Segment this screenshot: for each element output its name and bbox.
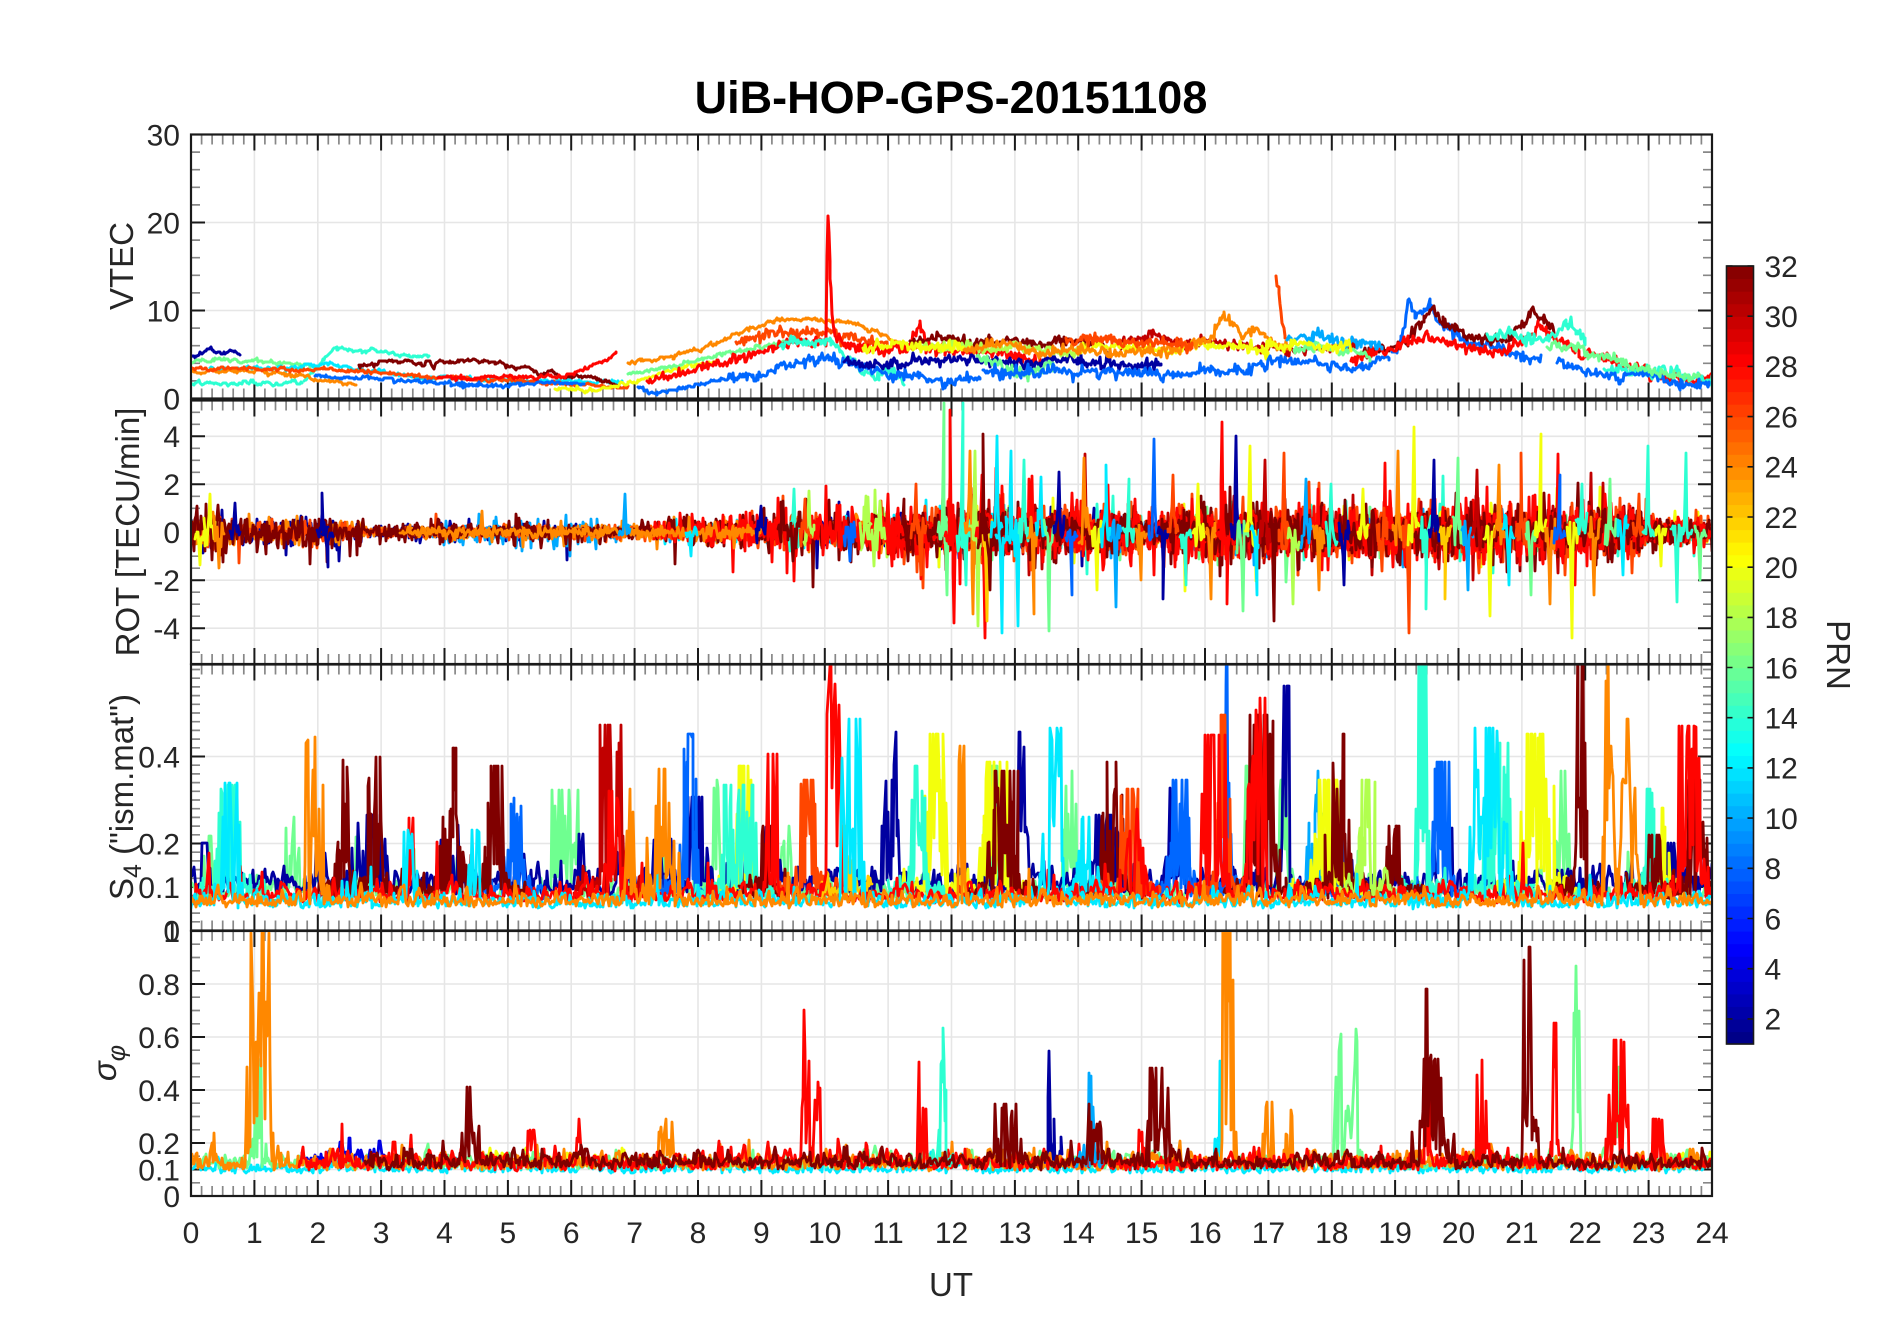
svg-text:16: 16 xyxy=(1765,652,1798,685)
svg-text:20: 20 xyxy=(1765,552,1798,585)
svg-text:0: 0 xyxy=(183,1217,200,1250)
svg-text:VTEC: VTEC xyxy=(103,222,140,310)
svg-text:0.2: 0.2 xyxy=(138,828,180,861)
svg-text:21: 21 xyxy=(1505,1217,1538,1250)
svg-text:2: 2 xyxy=(1765,1004,1782,1037)
svg-text:6: 6 xyxy=(1765,903,1782,936)
svg-text:10: 10 xyxy=(808,1217,841,1250)
svg-text:20: 20 xyxy=(1442,1217,1475,1250)
svg-text:23: 23 xyxy=(1632,1217,1665,1250)
svg-text:12: 12 xyxy=(935,1217,968,1250)
svg-text:14: 14 xyxy=(1765,703,1798,736)
svg-text:1: 1 xyxy=(163,916,180,949)
svg-text:ROT [TECU/min]: ROT [TECU/min] xyxy=(109,408,146,657)
svg-text:17: 17 xyxy=(1252,1217,1285,1250)
svg-text:20: 20 xyxy=(147,207,180,240)
svg-text:0: 0 xyxy=(163,915,180,948)
svg-text:0.4: 0.4 xyxy=(138,1075,180,1108)
svg-text:0: 0 xyxy=(163,383,180,416)
svg-text:13: 13 xyxy=(998,1217,1031,1250)
svg-text:18: 18 xyxy=(1765,602,1798,635)
svg-text:PRN: PRN xyxy=(1820,620,1857,690)
svg-text:7: 7 xyxy=(626,1217,643,1250)
svg-text:9: 9 xyxy=(753,1217,770,1250)
svg-text:5: 5 xyxy=(500,1217,517,1250)
svg-text:0.6: 0.6 xyxy=(138,1022,180,1055)
svg-text:19: 19 xyxy=(1378,1217,1411,1250)
svg-text:22: 22 xyxy=(1569,1217,1602,1250)
svg-text:0.2: 0.2 xyxy=(138,1128,180,1161)
svg-text:15: 15 xyxy=(1125,1217,1158,1250)
svg-text:UT: UT xyxy=(929,1266,973,1303)
svg-text:32: 32 xyxy=(1765,251,1798,284)
svg-text:8: 8 xyxy=(690,1217,707,1250)
svg-text:4: 4 xyxy=(436,1217,453,1250)
svg-text:11: 11 xyxy=(873,1217,904,1250)
svg-text:6: 6 xyxy=(563,1217,580,1250)
svg-text:0.8: 0.8 xyxy=(138,969,180,1002)
svg-text:0.4: 0.4 xyxy=(138,741,180,774)
svg-text:0: 0 xyxy=(163,517,180,550)
svg-text:2: 2 xyxy=(309,1217,326,1250)
svg-text:14: 14 xyxy=(1062,1217,1095,1250)
svg-text:S4 ("ism.mat"): S4 ("ism.mat") xyxy=(103,694,147,900)
svg-text:0.1: 0.1 xyxy=(138,872,180,905)
svg-text:1: 1 xyxy=(246,1217,263,1250)
svg-text:22: 22 xyxy=(1765,502,1798,535)
svg-text:30: 30 xyxy=(1765,301,1798,334)
svg-text:UiB-HOP-GPS-20151108: UiB-HOP-GPS-20151108 xyxy=(695,72,1208,123)
svg-text:4: 4 xyxy=(1765,954,1782,987)
svg-text:0: 0 xyxy=(163,1181,180,1214)
svg-text:0.1: 0.1 xyxy=(138,1154,180,1187)
svg-text:-4: -4 xyxy=(153,613,180,646)
svg-text:30: 30 xyxy=(147,119,180,152)
svg-text:26: 26 xyxy=(1765,401,1798,434)
svg-text:2: 2 xyxy=(163,469,180,502)
svg-text:-2: -2 xyxy=(153,565,180,598)
svg-text:8: 8 xyxy=(1765,853,1782,886)
svg-text:10: 10 xyxy=(1765,803,1798,836)
svg-text:10: 10 xyxy=(147,295,180,328)
svg-text:24: 24 xyxy=(1695,1217,1728,1250)
svg-text:24: 24 xyxy=(1765,452,1798,485)
svg-text:18: 18 xyxy=(1315,1217,1348,1250)
svg-text:4: 4 xyxy=(163,421,180,454)
svg-text:28: 28 xyxy=(1765,351,1798,384)
svg-text:12: 12 xyxy=(1765,753,1798,786)
svg-text:3: 3 xyxy=(373,1217,390,1250)
svg-text:16: 16 xyxy=(1188,1217,1221,1250)
